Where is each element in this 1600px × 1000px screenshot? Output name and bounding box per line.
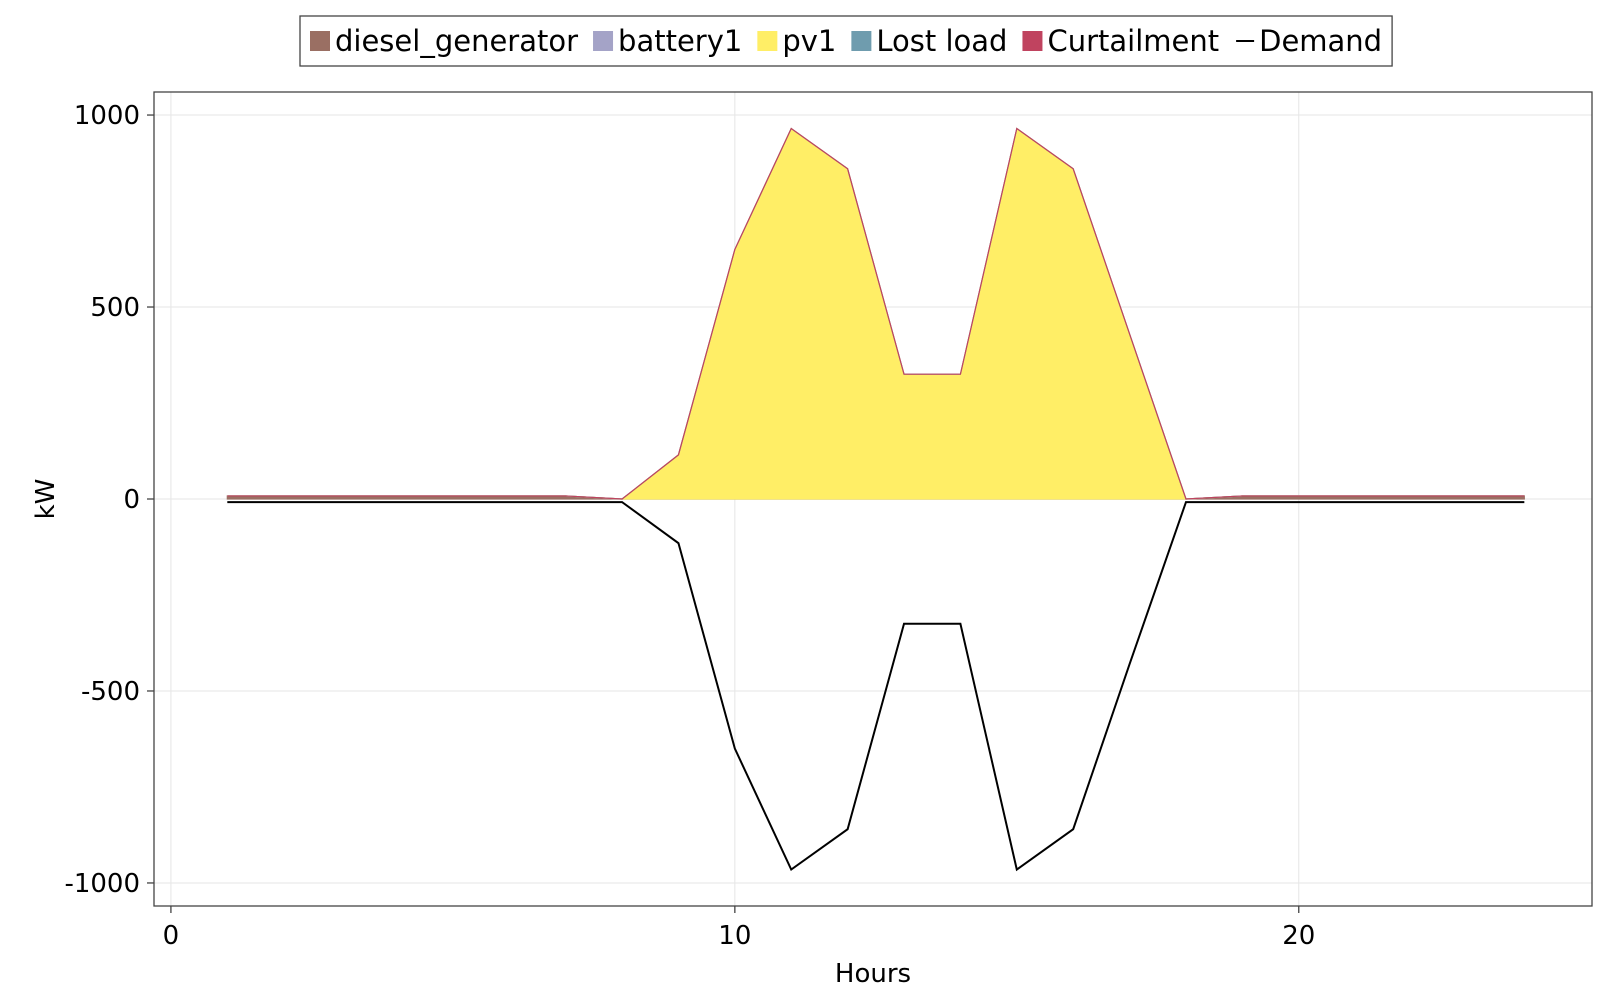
legend-label-curtailment: Curtailment: [1047, 24, 1219, 58]
line-series: [227, 501, 1525, 872]
x-tick-label: 0: [163, 921, 180, 951]
legend-swatch-diesel-generator: [310, 31, 330, 51]
legend-label-battery1: battery1: [618, 24, 742, 58]
y-tick-label: 1000: [74, 101, 140, 131]
area-series: [226, 127, 1525, 500]
legend-label-diesel-generator: diesel_generator: [335, 24, 578, 58]
legend-swatch-pv1: [757, 31, 778, 51]
legend-label-lost-load: Lost load: [876, 24, 1007, 58]
y-tick-label: -1000: [64, 869, 140, 899]
legend-swatch-lost-load: [851, 31, 872, 51]
axis-ticks: 1000 500 0 -500 -1000 0 10 20: [64, 101, 1315, 951]
legend-label-demand: Demand: [1259, 24, 1382, 58]
legend: diesel_generator battery1 pv1 Lost load Curt…: [299, 15, 1393, 67]
legend-swatch-curtailment: [1022, 31, 1043, 51]
area-curtailment: [227, 127, 1525, 500]
x-axis-title: Hours: [835, 959, 911, 989]
area-pv1: [227, 127, 1525, 500]
legend-box: [299, 15, 1393, 67]
y-axis-title: kW: [31, 479, 61, 520]
y-tick-label: 500: [90, 293, 140, 323]
x-tick-label: 20: [1282, 921, 1315, 951]
line-demand: [227, 501, 1525, 872]
x-tick-label: 10: [718, 921, 751, 951]
legend-label-pv1: pv1: [782, 24, 836, 58]
y-tick-label: -500: [81, 677, 140, 707]
y-tick-label: 0: [123, 485, 140, 515]
legend-swatch-battery1: [593, 31, 614, 51]
